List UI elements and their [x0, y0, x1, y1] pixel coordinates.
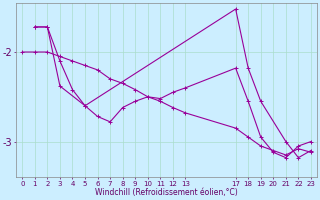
X-axis label: Windchill (Refroidissement éolien,°C): Windchill (Refroidissement éolien,°C) — [95, 188, 238, 197]
